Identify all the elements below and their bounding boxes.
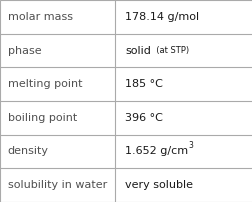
Text: 1.652 g/cm: 1.652 g/cm xyxy=(125,146,188,157)
Text: (at STP): (at STP) xyxy=(150,46,188,55)
Text: very soluble: very soluble xyxy=(125,180,193,190)
Text: phase: phase xyxy=(8,45,41,56)
Text: molar mass: molar mass xyxy=(8,12,72,22)
Text: melting point: melting point xyxy=(8,79,82,89)
Text: density: density xyxy=(8,146,48,157)
Text: 178.14 g/mol: 178.14 g/mol xyxy=(125,12,199,22)
Text: boiling point: boiling point xyxy=(8,113,77,123)
Text: solid: solid xyxy=(125,45,150,56)
Text: solubility in water: solubility in water xyxy=(8,180,106,190)
Text: 3: 3 xyxy=(188,141,193,150)
Text: 185 °C: 185 °C xyxy=(125,79,163,89)
Text: 396 °C: 396 °C xyxy=(125,113,163,123)
